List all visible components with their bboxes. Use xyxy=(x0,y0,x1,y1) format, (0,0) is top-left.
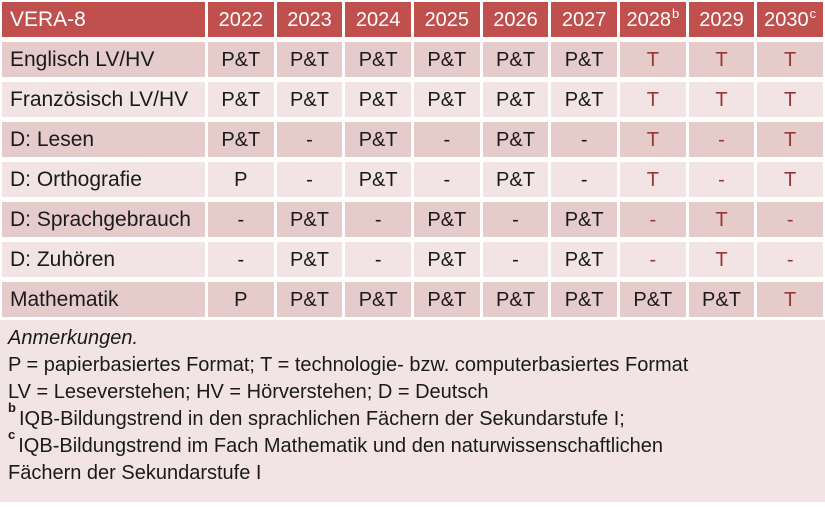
notes-section: Anmerkungen. P = papierbasiertes Format;… xyxy=(0,320,825,502)
cell-d-orthografie-2025: - xyxy=(413,162,480,197)
column-header-2023: 2023 xyxy=(276,2,343,37)
cell-d-sprachgebrauch-2026: - xyxy=(482,202,549,237)
cell-d-sprachgebrauch-2029: T xyxy=(688,202,755,237)
cell-französisch-lv-hv-2027: P&T xyxy=(551,82,617,117)
cell-englisch-lv-hv-2023: P&T xyxy=(276,42,343,77)
row-label-d-lesen: D: Lesen xyxy=(2,122,205,157)
cell-mathematik-2026: P&T xyxy=(482,282,549,317)
cell-d-lesen-2026: P&T xyxy=(482,122,549,157)
cell-d-lesen-2022: P&T xyxy=(208,122,274,157)
table-corner-header: VERA-8 xyxy=(2,2,205,37)
footnote-c-text-line1: IQB-Bildungstrend im Fach Mathematik und… xyxy=(18,435,663,457)
column-header-2026: 2026 xyxy=(482,2,549,37)
cell-d-zuhören-2029: T xyxy=(688,242,755,277)
cell-mathematik-2030: T xyxy=(757,282,823,317)
cell-d-zuhören-2026: - xyxy=(482,242,549,277)
notes-footnote-c-continuation: Fächern der Sekundarstufe I xyxy=(8,462,262,484)
cell-d-orthografie-2022: P xyxy=(208,162,274,197)
column-header-2027: 2027 xyxy=(551,2,617,37)
cell-mathematik-2029: P&T xyxy=(688,282,755,317)
cell-mathematik-2024: P&T xyxy=(345,282,411,317)
cell-d-lesen-2023: - xyxy=(276,122,343,157)
cell-d-orthografie-2024: P&T xyxy=(345,162,411,197)
column-header-2022: 2022 xyxy=(208,2,274,37)
cell-d-zuhören-2030: - xyxy=(757,242,823,277)
cell-d-orthografie-2026: P&T xyxy=(482,162,549,197)
cell-d-zuhören-2027: P&T xyxy=(551,242,617,277)
cell-d-sprachgebrauch-2022: - xyxy=(208,202,274,237)
cell-d-sprachgebrauch-2024: - xyxy=(345,202,411,237)
cell-d-lesen-2025: - xyxy=(413,122,480,157)
row-label-d-zuhören: D: Zuhören xyxy=(2,242,205,277)
cell-d-sprachgebrauch-2030: - xyxy=(757,202,823,237)
cell-d-lesen-2024: P&T xyxy=(345,122,411,157)
cell-d-zuhören-2025: P&T xyxy=(413,242,480,277)
cell-d-orthografie-2028: T xyxy=(619,162,686,197)
cell-französisch-lv-hv-2026: P&T xyxy=(482,82,549,117)
cell-englisch-lv-hv-2029: T xyxy=(688,42,755,77)
cell-d-sprachgebrauch-2027: P&T xyxy=(551,202,617,237)
row-label-mathematik: Mathematik xyxy=(2,282,205,317)
cell-französisch-lv-hv-2030: T xyxy=(757,82,823,117)
cell-d-lesen-2028: T xyxy=(619,122,686,157)
cell-d-orthografie-2023: - xyxy=(276,162,343,197)
cell-französisch-lv-hv-2023: P&T xyxy=(276,82,343,117)
cell-d-zuhören-2028: - xyxy=(619,242,686,277)
cell-englisch-lv-hv-2028: T xyxy=(619,42,686,77)
column-header-2028: 2028 b xyxy=(619,2,686,37)
cell-d-zuhören-2023: P&T xyxy=(276,242,343,277)
notes-footnote-c: cIQB-Bildungstrend im Fach Mathematik un… xyxy=(8,428,815,460)
cell-d-orthografie-2027: - xyxy=(551,162,617,197)
cell-d-sprachgebrauch-2023: P&T xyxy=(276,202,343,237)
cell-mathematik-2022: P xyxy=(208,282,274,317)
cell-d-lesen-2027: - xyxy=(551,122,617,157)
row-label-d-orthografie: D: Orthografie xyxy=(2,162,205,197)
row-label-englisch-lv-hv: Englisch LV/HV xyxy=(2,42,205,77)
cell-englisch-lv-hv-2030: T xyxy=(757,42,823,77)
cell-französisch-lv-hv-2028: T xyxy=(619,82,686,117)
notes-abbreviation-legend: LV = Leseverstehen; HV = Hörverstehen; D… xyxy=(8,381,489,403)
footnote-b-marker: b xyxy=(8,400,16,416)
cell-d-zuhören-2024: - xyxy=(345,242,411,277)
column-header-2029: 2029 xyxy=(688,2,755,37)
footnote-b-text: IQB-Bildungstrend in den sprachlichen Fä… xyxy=(18,408,625,430)
notes-title: Anmerkungen. xyxy=(8,327,139,349)
cell-französisch-lv-hv-2025: P&T xyxy=(413,82,480,117)
cell-französisch-lv-hv-2029: T xyxy=(688,82,755,117)
row-label-französisch-lv-hv: Französisch LV/HV xyxy=(2,82,205,117)
row-label-d-sprachgebrauch: D: Sprachgebrauch xyxy=(2,202,205,237)
cell-englisch-lv-hv-2027: P&T xyxy=(551,42,617,77)
cell-d-lesen-2029: - xyxy=(688,122,755,157)
column-header-2025: 2025 xyxy=(413,2,480,37)
footnote-c-marker: c xyxy=(8,427,16,443)
cell-d-zuhören-2022: - xyxy=(208,242,274,277)
column-header-2030: 2030 c xyxy=(757,2,823,37)
cell-mathematik-2028: P&T xyxy=(619,282,686,317)
notes-footnote-b: bIQB-Bildungstrend in den sprachlichen F… xyxy=(8,401,815,433)
vera8-format-table: VERA-8 2022 2023 2024 2025 2026 2027 2028 b 2029 2… xyxy=(2,2,823,317)
cell-englisch-lv-hv-2026: P&T xyxy=(482,42,549,77)
cell-französisch-lv-hv-2022: P&T xyxy=(208,82,274,117)
notes-format-legend: P = papierbasiertes Format; T = technolo… xyxy=(8,354,689,376)
cell-französisch-lv-hv-2024: P&T xyxy=(345,82,411,117)
cell-mathematik-2025: P&T xyxy=(413,282,480,317)
cell-englisch-lv-hv-2025: P&T xyxy=(413,42,480,77)
cell-mathematik-2023: P&T xyxy=(276,282,343,317)
cell-englisch-lv-hv-2024: P&T xyxy=(345,42,411,77)
cell-d-sprachgebrauch-2028: - xyxy=(619,202,686,237)
column-header-2024: 2024 xyxy=(345,2,411,37)
cell-englisch-lv-hv-2022: P&T xyxy=(208,42,274,77)
cell-mathematik-2027: P&T xyxy=(551,282,617,317)
cell-d-lesen-2030: T xyxy=(757,122,823,157)
cell-d-orthografie-2029: - xyxy=(688,162,755,197)
cell-d-orthografie-2030: T xyxy=(757,162,823,197)
cell-d-sprachgebrauch-2025: P&T xyxy=(413,202,480,237)
